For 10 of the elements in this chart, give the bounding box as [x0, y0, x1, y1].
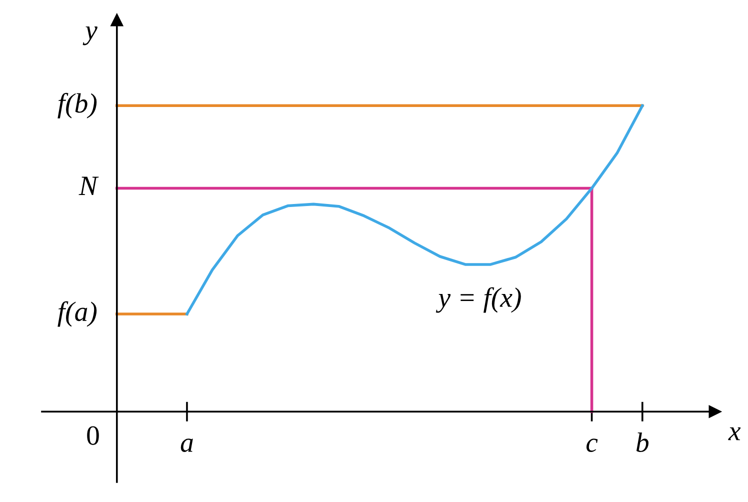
- ref-line-label: f(a): [58, 301, 97, 327]
- x-tick-label: b: [636, 432, 648, 452]
- text: 0: [87, 426, 99, 445]
- y-axis-title: y: [82, 26, 98, 46]
- ref-line-label: f(b): [58, 92, 97, 118]
- annotation: y = f(x): [436, 287, 521, 313]
- x-axis-title: x: [728, 427, 741, 440]
- x-tick-label: a: [180, 438, 193, 452]
- ref-line-label: N: [78, 176, 99, 195]
- x-tick-label: c: [586, 438, 598, 452]
